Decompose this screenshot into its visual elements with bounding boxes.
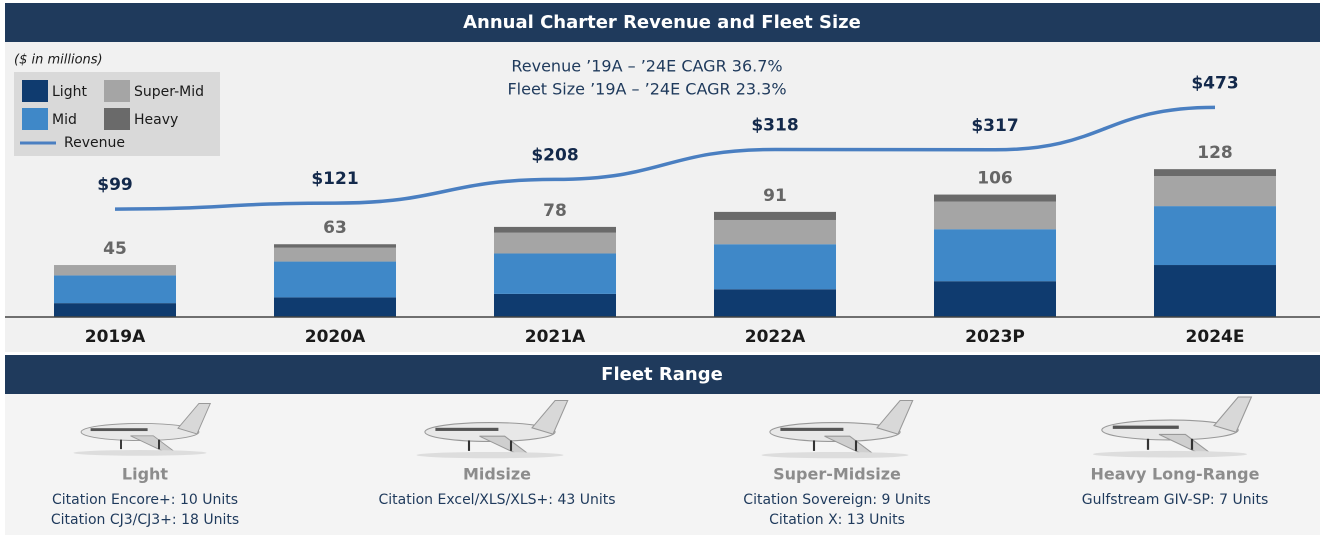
legend-swatch [104,80,130,102]
total-label: 128 [1197,143,1233,163]
bar-segment [494,253,616,293]
bar-segment [714,212,836,220]
total-label: 78 [543,201,567,221]
x-tick-label: 2020A [305,327,366,347]
fleet-units: Citation X: 13 Units [769,512,905,528]
x-tick-label: 2023P [965,327,1025,347]
bar-segment [714,220,836,244]
bar-segment [494,233,616,254]
legend-label: Super-Mid [134,84,204,100]
bar-segment [274,248,396,262]
bar-segment [934,195,1056,202]
data-label: $208 [531,145,578,165]
data-label: $317 [971,116,1018,136]
legend-swatch [22,80,48,102]
bar-segment [714,289,836,317]
legend-label: Light [52,84,87,100]
fleet-units: Citation CJ3/CJ3+: 18 Units [51,512,239,528]
bar-segment [274,297,396,317]
bar-segment [934,229,1056,281]
x-tick-label: 2024E [1186,327,1245,347]
x-tick-label: 2021A [525,327,586,347]
bar-segment [274,262,396,298]
bar-segment [1154,206,1276,265]
data-label: $473 [1191,73,1238,93]
unit-note: ($ in millions) [14,53,103,68]
total-label: 45 [103,239,127,259]
annotation: Fleet Size ’19A – ’24E CAGR 23.3% [507,80,786,99]
annotation: Revenue ’19A – ’24E CAGR 36.7% [511,57,782,76]
bar-segment [54,303,176,317]
fleet-class: Heavy Long-Range [1091,465,1260,484]
x-tick-label: 2022A [745,327,806,347]
legend-swatch [22,108,48,130]
x-tick-label: 2019A [85,327,146,347]
fleet-units: Citation Sovereign: 9 Units [743,492,930,508]
bar-segment [1154,176,1276,206]
fleet-units: Gulfstream GIV-SP: 7 Units [1082,492,1268,508]
fleet-class: Midsize [463,465,531,484]
fleet-class: Light [122,465,169,484]
bar-segment [54,275,176,303]
data-label: $318 [751,116,798,136]
bar-segment [934,281,1056,317]
total-label: 91 [763,186,787,206]
fleet-units: Citation Excel/XLS/XLS+: 43 Units [378,492,615,508]
legend-label: Mid [52,112,77,128]
bar-segment [54,265,176,275]
legend-label: Heavy [134,112,178,128]
total-label: 106 [977,169,1013,189]
bar-segment [1154,169,1276,176]
section-title: Fleet Range [601,364,723,385]
chart-title: Annual Charter Revenue and Fleet Size [463,12,861,33]
bar-segment [494,227,616,233]
data-label: $99 [97,175,133,195]
bar-segment [1154,265,1276,317]
bar-segment [274,244,396,247]
total-label: 63 [323,218,347,238]
bar-segment [714,244,836,289]
fleet-units: Citation Encore+: 10 Units [52,492,238,508]
data-label: $121 [311,169,358,189]
page: Annual Charter Revenue and Fleet Size ($… [0,0,1325,535]
fleet-class: Super-Midsize [773,465,901,484]
bar-segment [934,202,1056,230]
legend-swatch [104,108,130,130]
legend-label: Revenue [64,135,125,151]
bar-segment [494,294,616,317]
